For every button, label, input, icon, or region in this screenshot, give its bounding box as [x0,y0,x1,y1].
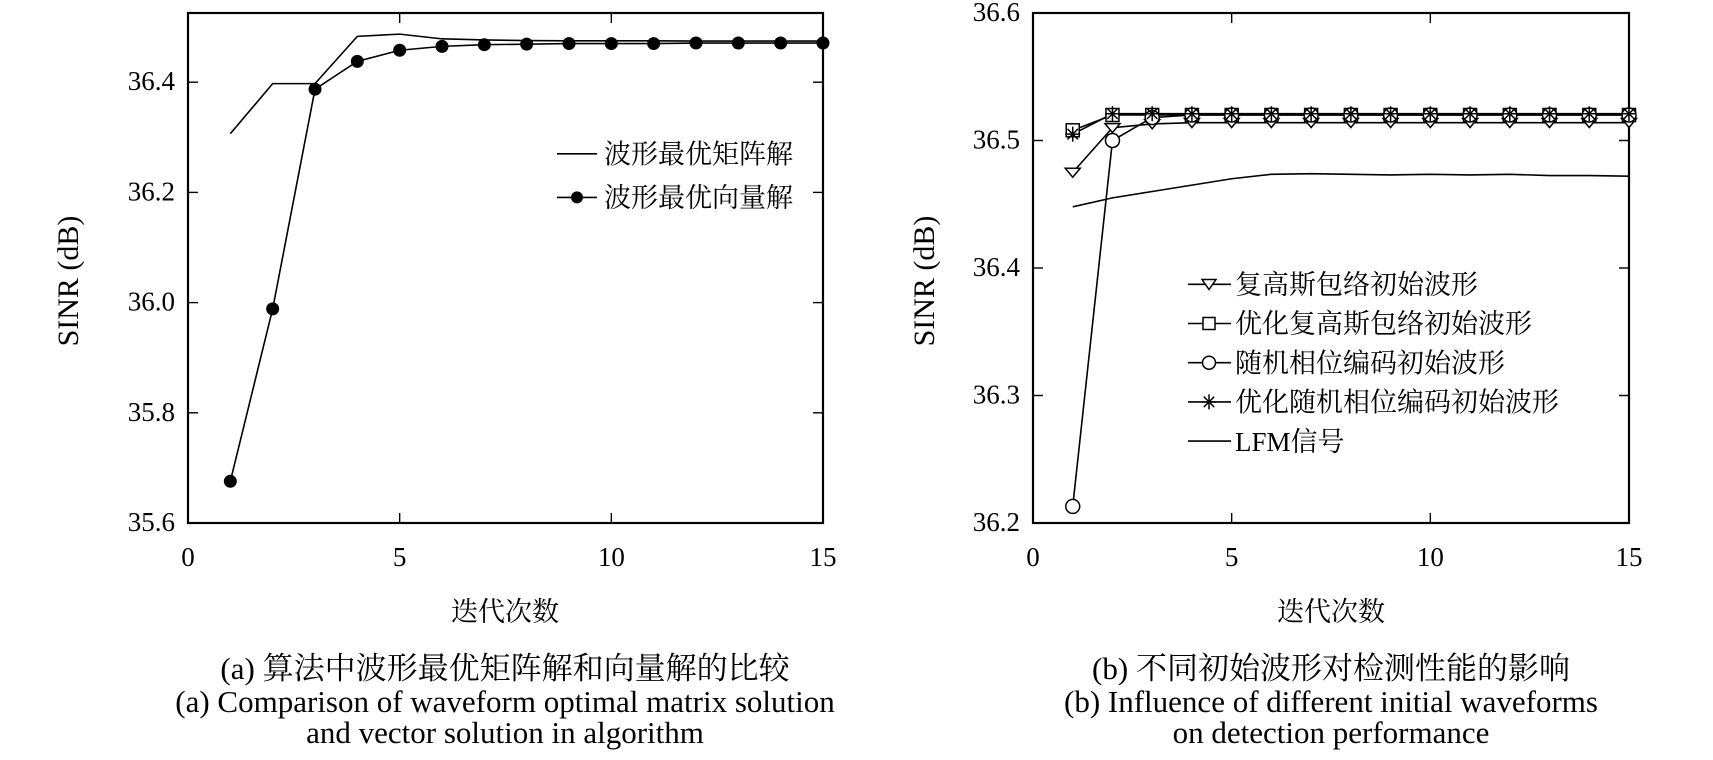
svg-text:SINR (dB): SINR (dB) [908,216,941,347]
svg-text:LFM信号: LFM信号 [1235,427,1345,457]
svg-text:36.0: 36.0 [128,287,175,317]
svg-text:随机相位编码初始波形: 随机相位编码初始波形 [1235,348,1505,378]
svg-text:36.5: 36.5 [973,125,1020,155]
svg-text:5: 5 [1225,542,1239,572]
svg-text:36.4: 36.4 [973,252,1021,282]
svg-text:波形最优矩阵解: 波形最优矩阵解 [604,140,793,170]
svg-text:15: 15 [810,542,837,572]
svg-text:36.2: 36.2 [973,507,1020,537]
svg-text:复高斯包络初始波形: 复高斯包络初始波形 [1235,270,1478,300]
svg-text:and vector solution in algorit: and vector solution in algorithm [306,715,704,750]
svg-text:优化随机相位编码初始波形: 优化随机相位编码初始波形 [1235,388,1559,418]
svg-text:5: 5 [393,542,407,572]
svg-text:35.8: 35.8 [128,397,175,427]
svg-text:SINR (dB): SINR (dB) [52,216,85,347]
svg-text:波形最优向量解: 波形最优向量解 [604,183,793,213]
svg-text:36.4: 36.4 [128,66,176,96]
svg-text:(a) 算法中波形最优矩阵解和向量解的比较: (a) 算法中波形最优矩阵解和向量解的比较 [220,651,790,686]
svg-text:优化复高斯包络初始波形: 优化复高斯包络初始波形 [1235,309,1532,339]
svg-text:0: 0 [181,542,195,572]
svg-text:36.3: 36.3 [973,380,1020,410]
svg-text:10: 10 [598,542,625,572]
svg-text:36.2: 36.2 [128,176,175,206]
svg-text:36.6: 36.6 [973,0,1020,27]
svg-text:迭代次数: 迭代次数 [451,597,559,627]
svg-text:(b) 不同初始波形对检测性能的影响: (b) 不同初始波形对检测性能的影响 [1092,651,1570,686]
svg-text:10: 10 [1417,542,1444,572]
svg-text:35.6: 35.6 [128,507,175,537]
svg-text:on detection performance: on detection performance [1173,715,1490,750]
svg-text:0: 0 [1026,542,1040,572]
svg-text:迭代次数: 迭代次数 [1277,597,1385,627]
svg-text:15: 15 [1616,542,1643,572]
svg-text:(b) Influence of different ini: (b) Influence of different initial wavef… [1064,684,1598,719]
svg-text:(a) Comparison of waveform opt: (a) Comparison of waveform optimal matri… [175,684,835,719]
